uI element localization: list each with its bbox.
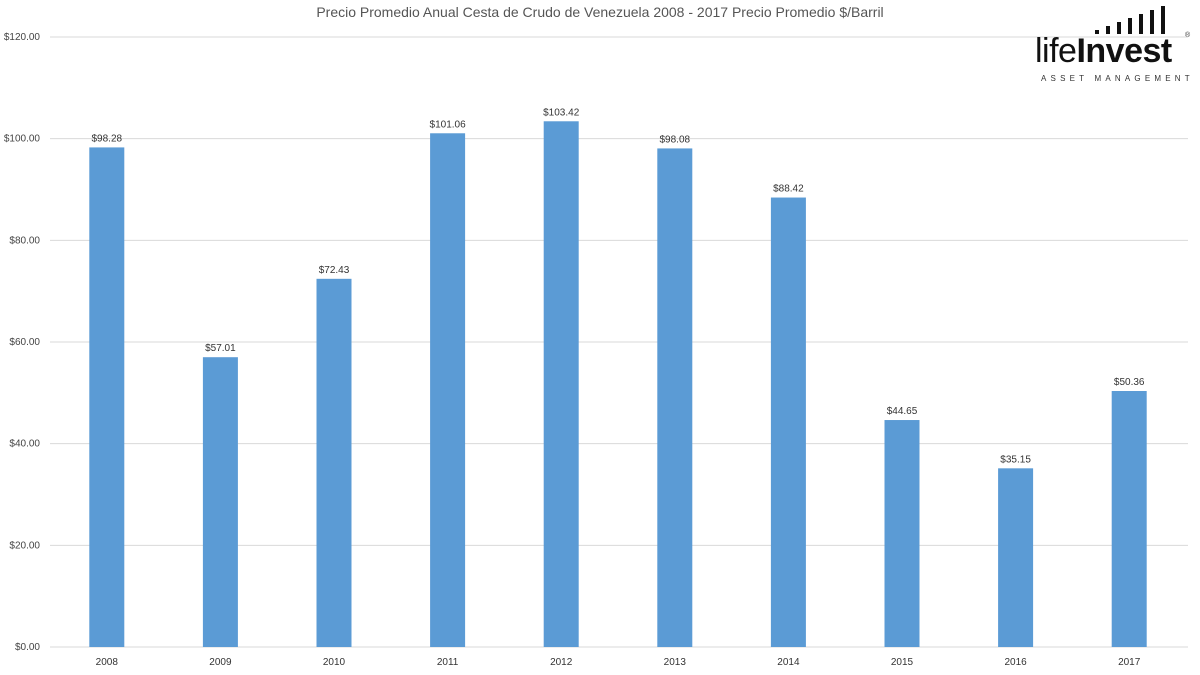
y-tick-label: $0.00 bbox=[15, 642, 40, 653]
bar-2016 bbox=[998, 468, 1034, 647]
logo-registered-mark: ® bbox=[1185, 32, 1191, 39]
logo-subtitle: ASSET MANAGEMENT bbox=[1041, 74, 1194, 83]
data-label-2017: $50.36 bbox=[1114, 377, 1145, 388]
y-tick-label: $80.00 bbox=[9, 235, 40, 246]
logo-name-part1: life bbox=[1035, 32, 1077, 70]
data-label-2015: $44.65 bbox=[887, 406, 918, 417]
bar-2008 bbox=[89, 147, 125, 647]
data-label-2016: $35.15 bbox=[1000, 454, 1031, 465]
y-tick-label: $120.00 bbox=[4, 32, 41, 43]
lifeinvest-logo: lifeInvest ® ASSET MANAGEMENT bbox=[1035, 2, 1195, 92]
bar-2009 bbox=[202, 357, 238, 647]
x-category-label: 2013 bbox=[664, 657, 687, 668]
logo-name-part2: Invest bbox=[1076, 32, 1172, 70]
bar-2015 bbox=[884, 420, 920, 647]
x-category-label: 2012 bbox=[550, 657, 573, 668]
x-category-label: 2014 bbox=[777, 657, 800, 668]
x-category-label: 2008 bbox=[96, 657, 119, 668]
y-axis-ticks: $0.00 $20.00 $40.00 $60.00 $80.00 $100.00 $120… bbox=[4, 32, 41, 653]
bar-2017 bbox=[1111, 391, 1147, 647]
data-label-2013: $98.08 bbox=[660, 134, 691, 145]
data-label-2010: $72.43 bbox=[319, 265, 350, 276]
x-category-label: 2010 bbox=[323, 657, 346, 668]
x-category-label: 2015 bbox=[891, 657, 914, 668]
bar-2010 bbox=[316, 278, 352, 647]
data-label-2009: $57.01 bbox=[205, 343, 236, 354]
data-labels: $98.28 $57.01 $72.43 $101.06 $103.42 $98.08 $8… bbox=[92, 107, 1145, 465]
y-tick-label: $100.00 bbox=[4, 134, 41, 145]
x-category-label: 2011 bbox=[437, 657, 459, 668]
data-label-2008: $98.28 bbox=[92, 133, 123, 144]
y-tick-label: $20.00 bbox=[9, 540, 40, 551]
y-tick-label: $40.00 bbox=[9, 439, 40, 450]
x-category-label: 2017 bbox=[1118, 657, 1141, 668]
x-category-label: 2016 bbox=[1004, 657, 1027, 668]
chart-title: Precio Promedio Anual Cesta de Crudo de … bbox=[316, 4, 884, 20]
x-axis-categories: 2008 2009 2010 2011 2012 2013 2014 2015 2016 2017 bbox=[96, 657, 1141, 668]
bar-2011 bbox=[430, 133, 466, 648]
bar-2014 bbox=[770, 197, 806, 647]
data-label-2014: $88.42 bbox=[773, 184, 804, 195]
data-label-2012: $103.42 bbox=[543, 107, 580, 118]
bars bbox=[89, 121, 1147, 648]
y-tick-label: $60.00 bbox=[9, 337, 40, 348]
logo-bars-icon bbox=[1095, 6, 1165, 34]
bar-2013 bbox=[657, 148, 693, 647]
x-category-label: 2009 bbox=[209, 657, 232, 668]
logo-wordmark: lifeInvest bbox=[1035, 32, 1172, 71]
data-label-2011: $101.06 bbox=[430, 119, 467, 130]
bar-2012 bbox=[543, 121, 579, 647]
